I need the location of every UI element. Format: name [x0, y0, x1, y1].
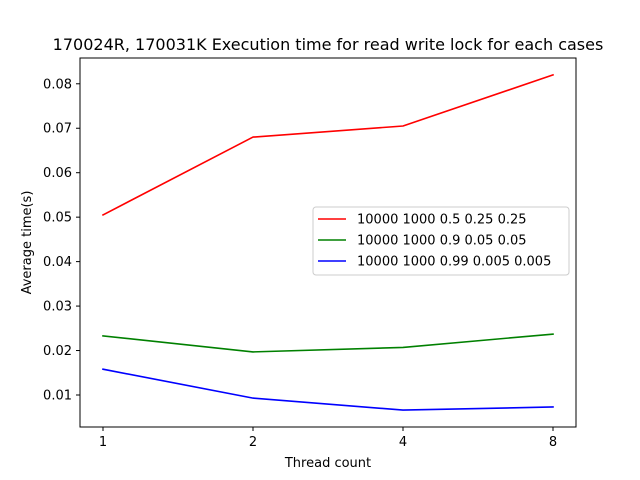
series-line-2 [102, 333, 554, 353]
legend-label-2: 10000 1000 0.9 0.05 0.05 [357, 234, 527, 249]
legend-box [312, 206, 570, 276]
legend-label-3: 10000 1000 0.99 0.005 0.005 [357, 255, 551, 270]
y-tick-label: 0.03 [43, 300, 72, 315]
x-tick-label: 8 [549, 435, 557, 450]
y-tick-label: 0.07 [43, 122, 72, 137]
chart-title: 170024R, 170031K Execution time for read… [53, 35, 604, 54]
y-tick-label: 0.02 [43, 344, 72, 359]
y-tick-label: 0.01 [43, 388, 72, 403]
x-tick-label: 2 [249, 435, 257, 450]
y-axis-label: Average time(s) [20, 191, 35, 295]
series-line-1 [101, 73, 555, 216]
legend-label-1: 10000 1000 0.5 0.25 0.25 [357, 213, 527, 228]
series-line-3 [102, 368, 554, 411]
x-axis-ticks: 1 2 4 8 [99, 427, 557, 450]
y-tick-label: 0.04 [43, 255, 72, 270]
y-axis-ticks: 0.01 0.02 0.03 0.04 0.05 0.06 0.07 0.08 [43, 77, 80, 403]
plot-area-frame [79, 57, 577, 428]
y-tick-label: 0.08 [43, 77, 72, 92]
x-tick-label: 1 [99, 435, 107, 450]
x-axis-label: Thread count [284, 456, 371, 471]
y-tick-label: 0.05 [43, 211, 72, 226]
y-tick-label: 0.06 [43, 166, 72, 181]
legend: 10000 1000 0.5 0.25 0.25 10000 1000 0.9 0… [312, 206, 570, 276]
x-tick-label: 4 [399, 435, 407, 450]
series-lines [101, 73, 555, 411]
